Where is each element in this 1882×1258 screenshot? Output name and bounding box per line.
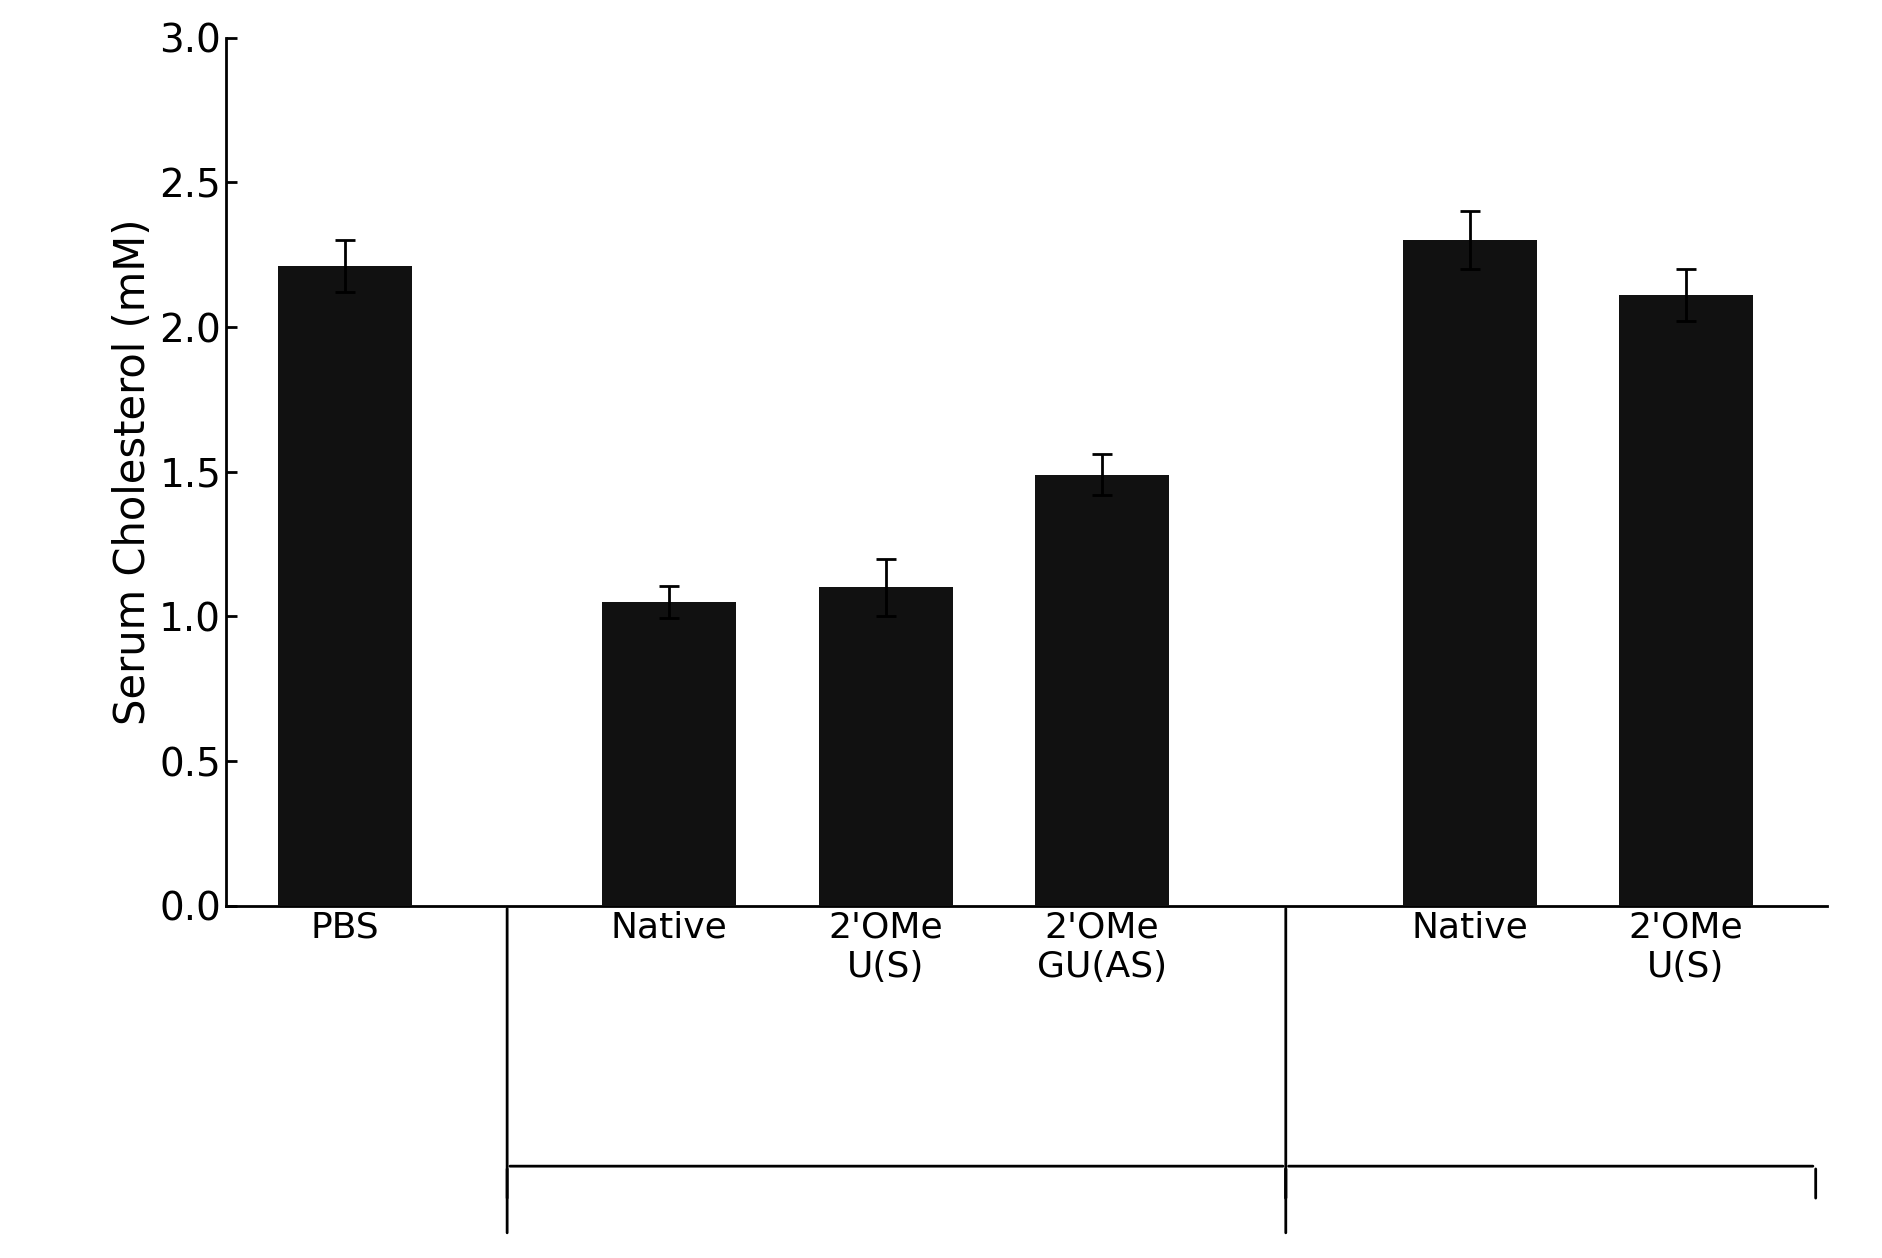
Bar [1619, 296, 1752, 906]
Bar [1402, 240, 1536, 906]
Y-axis label: Serum Cholesterol (mM): Serum Cholesterol (mM) [111, 219, 154, 725]
Bar [602, 601, 736, 906]
Bar [1035, 474, 1169, 906]
Bar [819, 587, 952, 906]
Bar [279, 267, 412, 906]
